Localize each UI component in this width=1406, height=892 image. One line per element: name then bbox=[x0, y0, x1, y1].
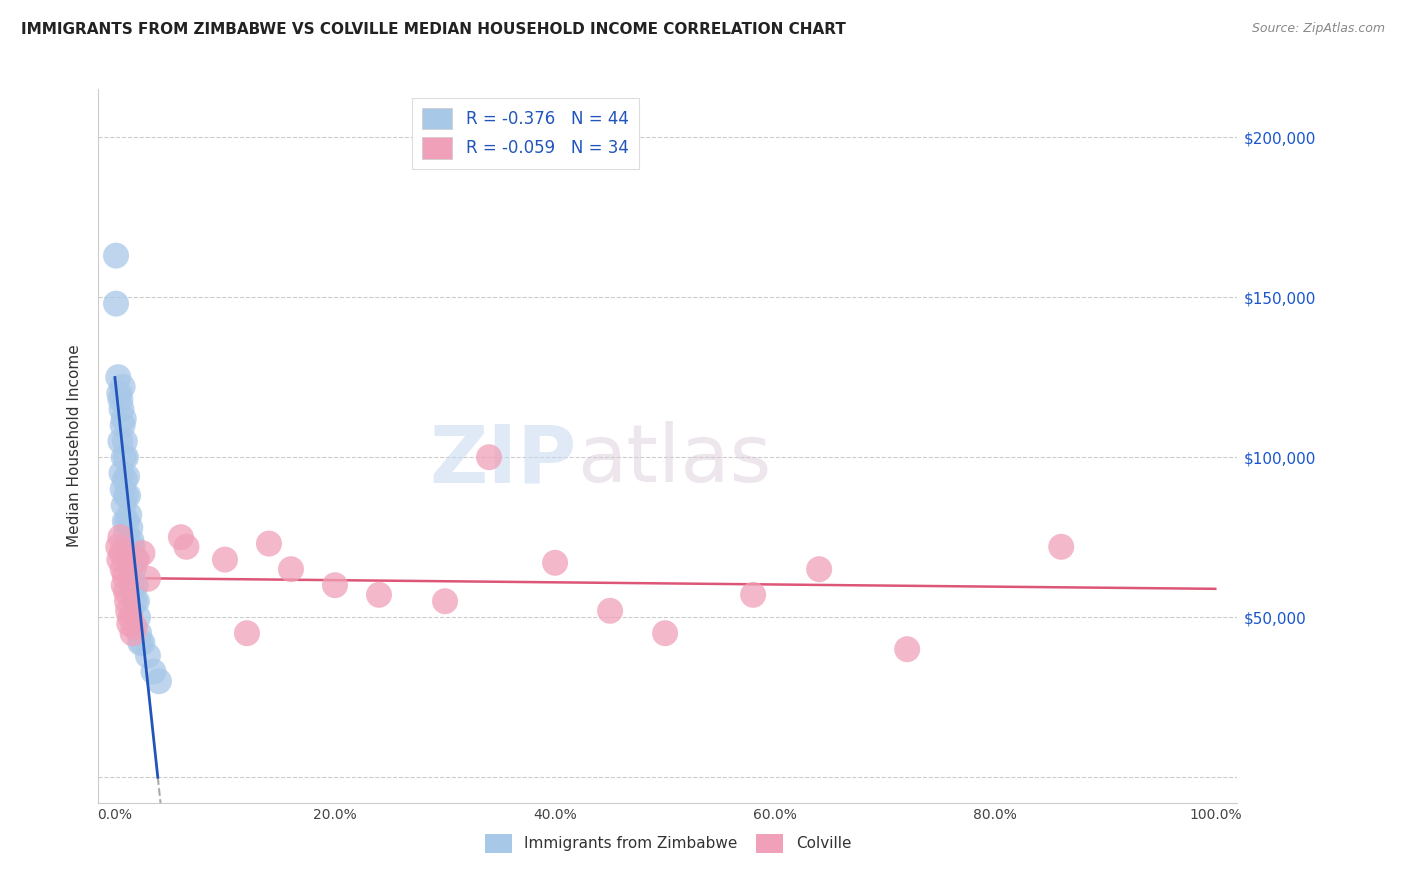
Point bbox=[112, 450, 135, 465]
Point bbox=[127, 610, 149, 624]
Text: Source: ZipAtlas.com: Source: ZipAtlas.com bbox=[1251, 22, 1385, 36]
Point bbox=[236, 626, 259, 640]
Point bbox=[107, 370, 129, 384]
Point bbox=[129, 636, 152, 650]
Point bbox=[125, 578, 148, 592]
Point bbox=[1050, 540, 1073, 554]
Point bbox=[115, 514, 138, 528]
Point bbox=[112, 578, 135, 592]
Point bbox=[176, 540, 198, 554]
Point bbox=[115, 450, 138, 465]
Legend: Immigrants from Zimbabwe, Colville: Immigrants from Zimbabwe, Colville bbox=[478, 828, 858, 859]
Point bbox=[170, 530, 193, 544]
Point bbox=[110, 466, 132, 480]
Point bbox=[368, 588, 391, 602]
Point bbox=[117, 604, 139, 618]
Point bbox=[108, 386, 131, 401]
Point bbox=[118, 616, 141, 631]
Point bbox=[323, 578, 346, 592]
Point bbox=[808, 562, 831, 576]
Text: IMMIGRANTS FROM ZIMBABWE VS COLVILLE MEDIAN HOUSEHOLD INCOME CORRELATION CHART: IMMIGRANTS FROM ZIMBABWE VS COLVILLE MED… bbox=[21, 22, 846, 37]
Point bbox=[110, 530, 132, 544]
Text: atlas: atlas bbox=[576, 421, 770, 500]
Point bbox=[114, 434, 136, 449]
Point bbox=[115, 489, 138, 503]
Point bbox=[114, 473, 136, 487]
Point bbox=[125, 552, 148, 566]
Point bbox=[117, 540, 139, 554]
Point bbox=[114, 514, 136, 528]
Point bbox=[115, 584, 138, 599]
Point bbox=[107, 540, 129, 554]
Point bbox=[117, 489, 139, 503]
Point bbox=[124, 594, 146, 608]
Point bbox=[118, 508, 141, 522]
Point bbox=[110, 402, 132, 417]
Point bbox=[115, 469, 138, 483]
Point bbox=[544, 556, 567, 570]
Point bbox=[124, 620, 146, 634]
Point bbox=[214, 552, 236, 566]
Point bbox=[110, 546, 132, 560]
Point bbox=[128, 626, 150, 640]
Point bbox=[742, 588, 765, 602]
Point bbox=[120, 562, 142, 576]
Point bbox=[121, 540, 143, 554]
Point bbox=[257, 536, 280, 550]
Point bbox=[118, 546, 141, 560]
Point bbox=[112, 498, 135, 512]
Point bbox=[136, 572, 159, 586]
Point bbox=[115, 594, 138, 608]
Point bbox=[111, 380, 134, 394]
Point bbox=[122, 562, 145, 576]
Point bbox=[120, 520, 142, 534]
Point bbox=[114, 568, 136, 582]
Point bbox=[115, 527, 138, 541]
Point bbox=[105, 296, 128, 310]
Point bbox=[121, 584, 143, 599]
Point bbox=[124, 552, 146, 566]
Y-axis label: Median Household Income: Median Household Income bbox=[67, 344, 83, 548]
Point bbox=[112, 412, 135, 426]
Point bbox=[599, 604, 621, 618]
Point bbox=[142, 665, 165, 679]
Point bbox=[434, 594, 457, 608]
Point bbox=[120, 610, 142, 624]
Point bbox=[111, 482, 134, 496]
Point bbox=[105, 249, 128, 263]
Point bbox=[478, 450, 501, 465]
Text: ZIP: ZIP bbox=[429, 421, 576, 500]
Point bbox=[136, 648, 159, 663]
Point bbox=[121, 626, 143, 640]
Point bbox=[111, 418, 134, 433]
Point bbox=[120, 578, 142, 592]
Point bbox=[280, 562, 302, 576]
Point bbox=[110, 434, 132, 449]
Point bbox=[108, 552, 131, 566]
Point bbox=[111, 562, 134, 576]
Point bbox=[896, 642, 918, 657]
Point bbox=[654, 626, 676, 640]
Point bbox=[110, 392, 132, 407]
Point bbox=[131, 546, 153, 560]
Point bbox=[131, 636, 153, 650]
Point bbox=[125, 594, 148, 608]
Point bbox=[148, 674, 170, 689]
Point bbox=[120, 533, 142, 548]
